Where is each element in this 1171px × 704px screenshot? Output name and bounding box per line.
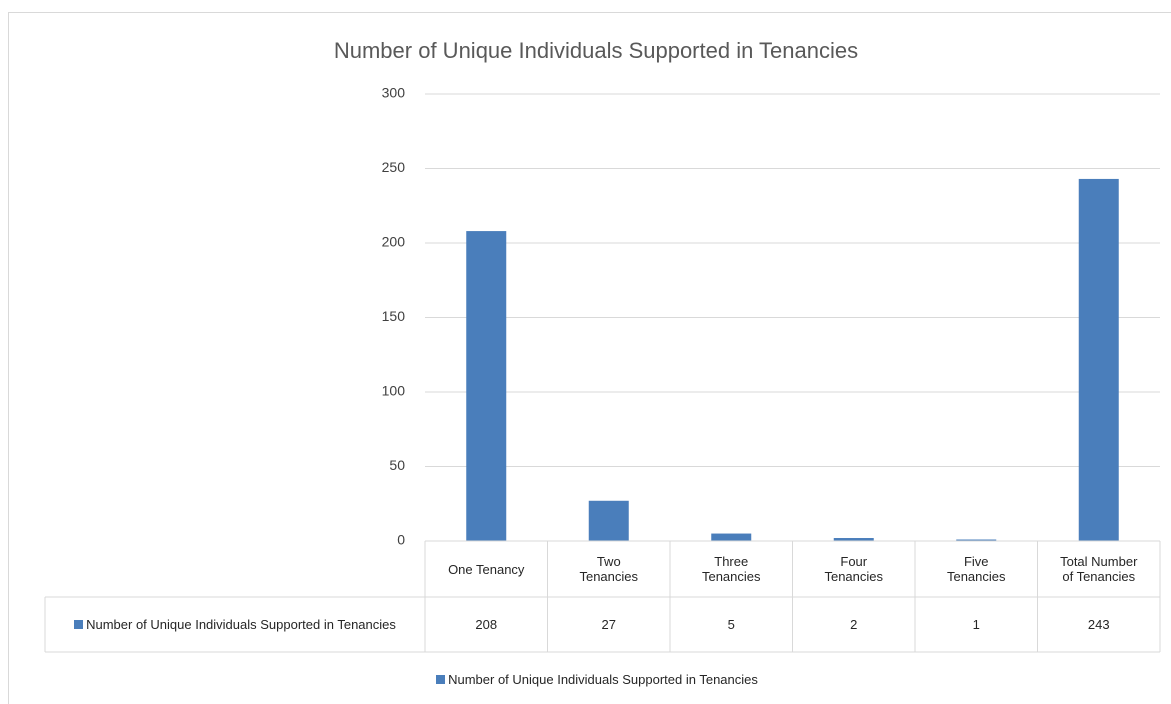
data-label: 5 bbox=[727, 617, 735, 632]
table-header-cell: Three Tenancies bbox=[670, 541, 793, 597]
y-tick-label: 200 bbox=[382, 234, 406, 250]
data-label: 27 bbox=[601, 617, 616, 632]
table-value-cell: 208 bbox=[425, 597, 548, 652]
legend-key bbox=[74, 620, 84, 629]
table-value-cell: 27 bbox=[548, 597, 671, 652]
bar bbox=[466, 231, 507, 541]
bar bbox=[833, 538, 874, 541]
y-tick-label: 250 bbox=[382, 159, 406, 175]
bar bbox=[588, 500, 629, 541]
chart-frame bbox=[8, 12, 1171, 704]
table-value-cell: 5 bbox=[670, 597, 793, 652]
x-tick-label: Three Tenancies bbox=[701, 554, 761, 584]
table-header-cell: Total Number of Tenancies bbox=[1038, 541, 1161, 597]
x-tick-label: One Tenancy bbox=[448, 561, 525, 577]
legend: Number of Unique Individuals Supported i… bbox=[0, 668, 1171, 690]
table-value-cell: 243 bbox=[1038, 597, 1161, 652]
y-tick-label: 150 bbox=[382, 308, 406, 324]
table-header-cell: One Tenancy bbox=[425, 541, 548, 597]
data-label: 2 bbox=[850, 617, 858, 632]
table-value-cell: 2 bbox=[793, 597, 916, 652]
x-tick-label: Total Number of Tenancies bbox=[1060, 554, 1138, 584]
table-series-cell: Number of Unique Individuals Supported i… bbox=[45, 597, 425, 652]
table-header-cell: Four Tenancies bbox=[793, 541, 916, 597]
data-label: 243 bbox=[1087, 617, 1110, 632]
x-tick-label: Five Tenancies bbox=[946, 554, 1006, 584]
series-label: Number of Unique Individuals Supported i… bbox=[74, 617, 396, 632]
legend-label: Number of Unique Individuals Supported i… bbox=[448, 671, 758, 687]
bar bbox=[1078, 178, 1119, 541]
y-tick-label: 50 bbox=[389, 457, 405, 473]
data-label: 1 bbox=[972, 617, 980, 632]
data-label: 208 bbox=[475, 617, 498, 632]
bar bbox=[711, 533, 752, 541]
table-header-cell: Five Tenancies bbox=[915, 541, 1038, 597]
x-tick-label: Four Tenancies bbox=[824, 554, 884, 584]
y-tick-label: 300 bbox=[382, 85, 406, 101]
chart-title: Number of Unique Individuals Supported i… bbox=[334, 38, 858, 63]
y-tick-label: 100 bbox=[382, 383, 406, 399]
legend-key bbox=[436, 674, 446, 684]
x-tick-label: Two Tenancies bbox=[579, 554, 639, 584]
bar bbox=[956, 539, 997, 541]
table-value-cell: 1 bbox=[915, 597, 1038, 652]
y-tick-label: 0 bbox=[397, 532, 405, 548]
legend-label: Number of Unique Individuals Supported i… bbox=[86, 617, 396, 632]
table-header-cell: Two Tenancies bbox=[548, 541, 671, 597]
